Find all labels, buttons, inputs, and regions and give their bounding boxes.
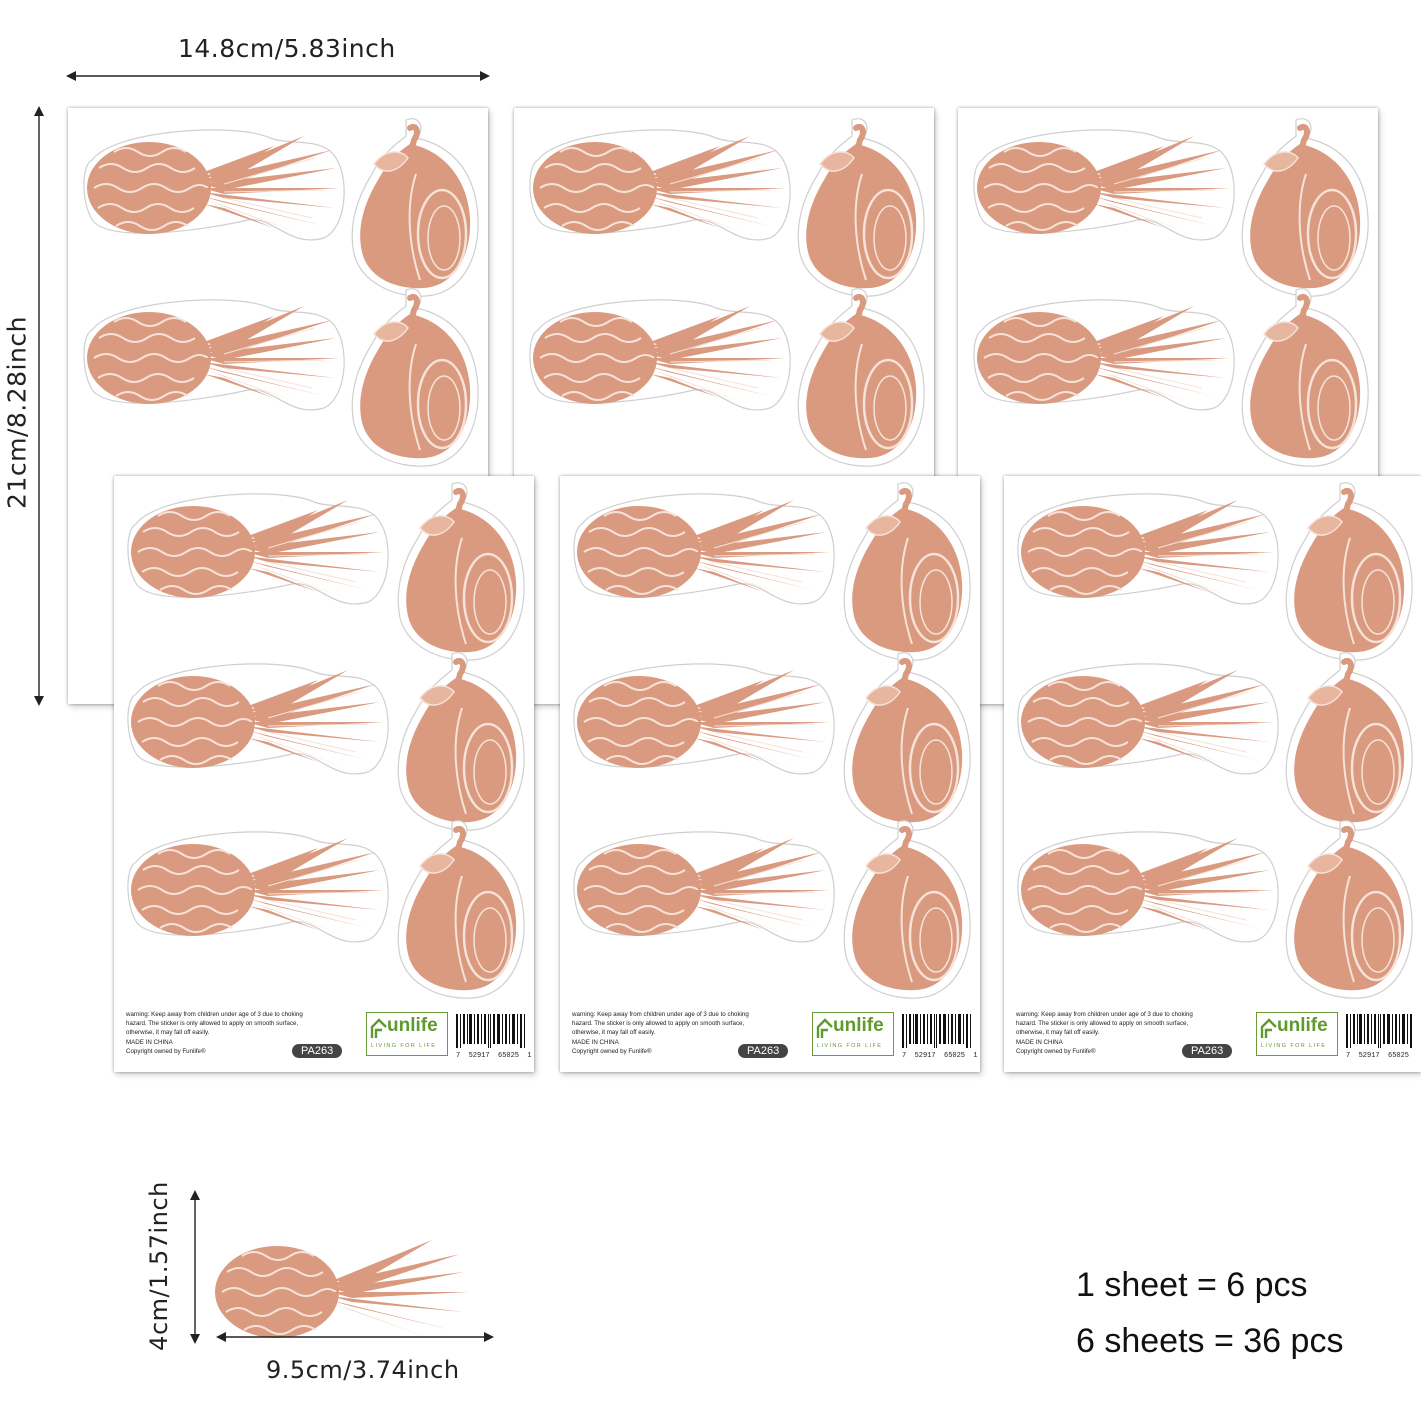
pineapple-icon	[528, 298, 792, 411]
pineapple-icon	[126, 492, 390, 605]
house-logo-icon	[816, 1018, 833, 1038]
product-code-badge: PA263	[738, 1044, 789, 1058]
pineapple-icon	[126, 830, 390, 943]
sticker-width-label: 9.5cm/3.74inch	[266, 1356, 460, 1384]
barcode: 7 52917 65025 1	[456, 1014, 532, 1060]
barcode-number: 7 52917 65025 1	[902, 1052, 978, 1060]
house-logo-icon	[1260, 1018, 1277, 1038]
pear-icon	[1280, 816, 1420, 1006]
barcode-number: 7 52917 65025 1	[1346, 1052, 1410, 1058]
product-code-badge: PA263	[292, 1044, 343, 1058]
pear-icon	[346, 284, 486, 474]
pear-icon	[1236, 114, 1376, 304]
funlife-logo: unlife LIVING FOR LIFE	[812, 1012, 894, 1056]
brand-tagline: LIVING FOR LIFE	[817, 1043, 883, 1049]
pear-icon	[792, 114, 932, 304]
pineapple-icon	[82, 298, 346, 411]
pear-icon	[392, 648, 532, 838]
sticker-sheet-front-3: warning: Keep away from children under a…	[1004, 476, 1421, 1072]
single-pineapple-sticker	[215, 1240, 468, 1338]
barcode: 7 52917 65025 1	[902, 1014, 978, 1060]
sticker-height-arrow-icon	[190, 1190, 200, 1344]
pineapple-icon	[82, 128, 346, 241]
summary-line-1: 1 sheet = 6 pcs	[1076, 1266, 1308, 1304]
funlife-logo: unlife LIVING FOR LIFE	[1256, 1012, 1338, 1056]
summary-line-2: 6 sheets = 36 pcs	[1076, 1322, 1344, 1360]
barcode: 7 52917 65025 1	[1346, 1014, 1412, 1058]
pineapple-icon	[572, 662, 836, 775]
brand-tagline: LIVING FOR LIFE	[371, 1043, 437, 1049]
sticker-width-arrow-icon	[216, 1332, 494, 1342]
warning-text: warning: Keep away from children under a…	[1016, 1011, 1193, 1055]
pineapple-icon	[972, 298, 1236, 411]
pear-icon	[838, 478, 978, 668]
pineapple-icon	[1016, 830, 1280, 943]
pear-icon	[792, 284, 932, 474]
pear-icon	[392, 478, 532, 668]
pear-icon	[1236, 284, 1376, 474]
pineapple-icon	[572, 830, 836, 943]
house-logo-icon	[370, 1018, 387, 1038]
pear-icon	[1280, 478, 1420, 668]
brand-name: unlife	[1277, 1015, 1328, 1036]
sheet-height-label: 21cm/8.28inch	[2, 316, 32, 509]
height-dimension-arrow-icon	[34, 106, 44, 706]
brand-tagline: LIVING FOR LIFE	[1261, 1043, 1327, 1049]
warning-text: warning: Keep away from children under a…	[572, 1011, 749, 1055]
pineapple-icon	[126, 662, 390, 775]
pear-icon	[392, 816, 532, 1006]
barcode-icon	[456, 1014, 525, 1048]
width-dimension-arrow-icon	[66, 71, 490, 81]
barcode-icon	[902, 1014, 971, 1048]
funlife-logo: unlife LIVING FOR LIFE	[366, 1012, 448, 1056]
barcode-icon	[1346, 1014, 1412, 1048]
pear-icon	[346, 114, 486, 304]
pear-icon	[838, 816, 978, 1006]
sticker-height-label: 4cm/1.57inch	[145, 1181, 173, 1351]
sheet-footer: warning: Keep away from children under a…	[1016, 1010, 1416, 1060]
sheet-footer: warning: Keep away from children under a…	[126, 1010, 532, 1060]
sheet-footer: warning: Keep away from children under a…	[572, 1010, 978, 1060]
pineapple-icon	[528, 128, 792, 241]
sticker-sheet-front-2: warning: Keep away from children under a…	[560, 476, 980, 1072]
pineapple-icon	[972, 128, 1236, 241]
pineapple-icon	[1016, 492, 1280, 605]
warning-text: warning: Keep away from children under a…	[126, 1011, 303, 1055]
pear-icon	[838, 648, 978, 838]
pineapple-icon	[1016, 662, 1280, 775]
sticker-sheet-front-1: warning: Keep away from children under a…	[114, 476, 534, 1072]
brand-name: unlife	[833, 1015, 884, 1036]
barcode-number: 7 52917 65025 1	[456, 1052, 532, 1060]
pineapple-icon	[572, 492, 836, 605]
brand-name: unlife	[387, 1015, 438, 1036]
pear-icon	[1280, 648, 1420, 838]
product-code-badge: PA263	[1182, 1044, 1233, 1058]
sheet-width-label: 14.8cm/5.83inch	[178, 34, 396, 63]
